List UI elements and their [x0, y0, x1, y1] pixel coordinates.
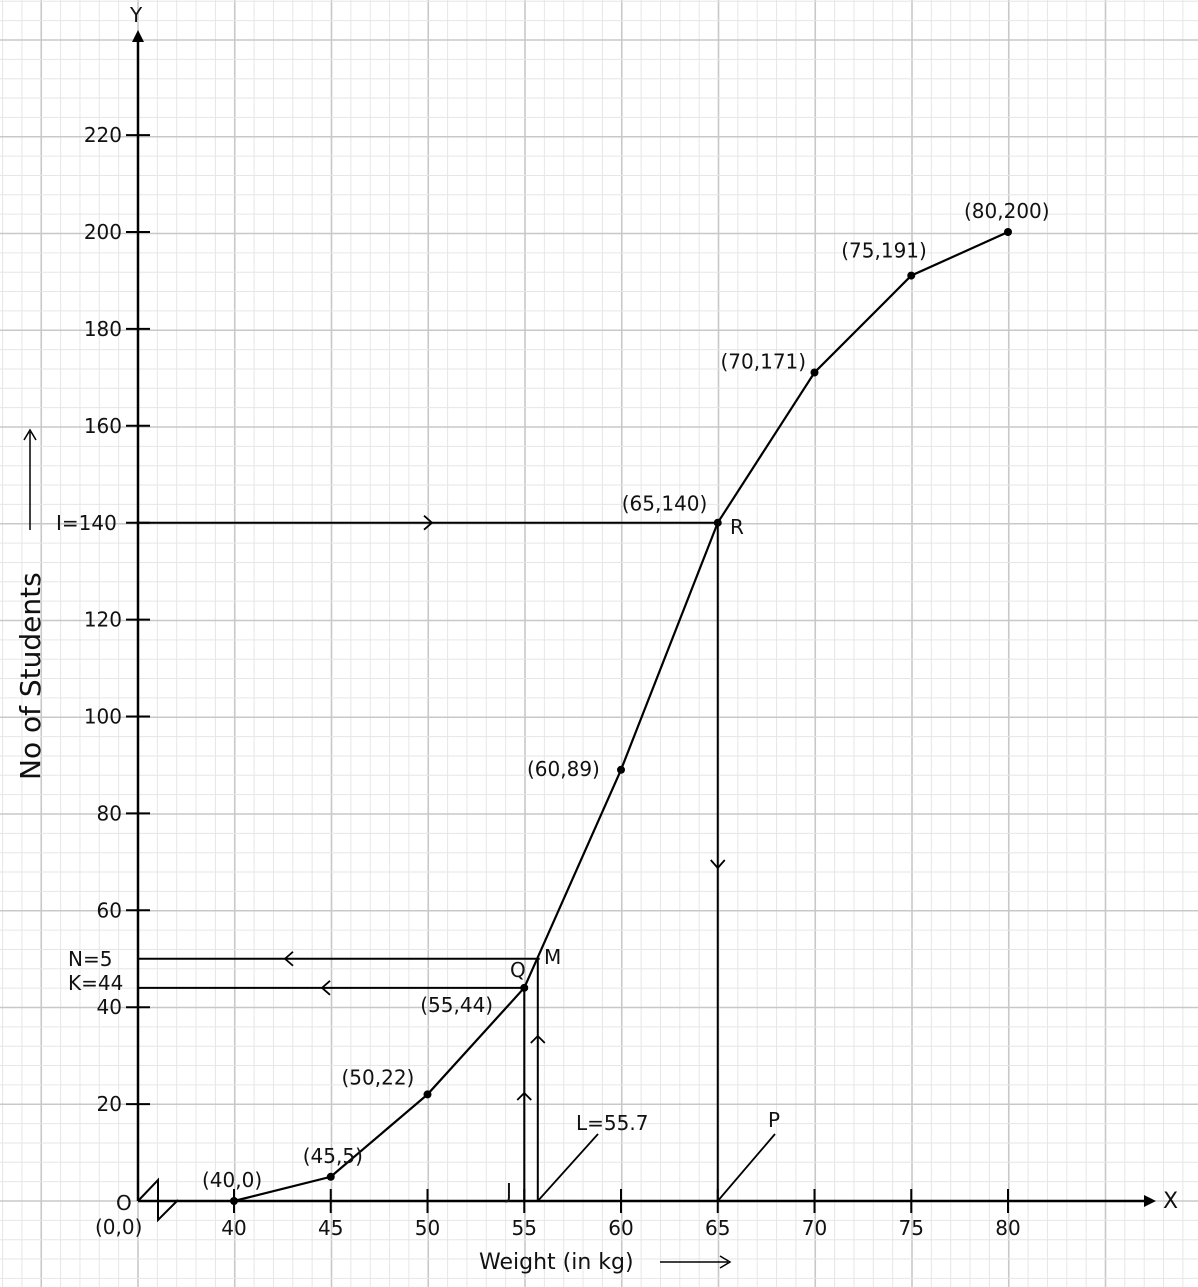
- arrow-down-icon: [710, 859, 726, 870]
- x-tick-label: 75: [899, 1216, 924, 1240]
- n-label: N=5: [68, 947, 112, 971]
- x-tick-label: 80: [995, 1216, 1020, 1240]
- data-label: (40,0): [202, 1168, 262, 1192]
- p-label: P: [768, 1108, 780, 1132]
- x-label-arrow-head-icon: [719, 1255, 732, 1269]
- data-point: [810, 368, 819, 377]
- x-tick-label: 40: [221, 1216, 246, 1240]
- y-label-arrow-head-icon: [23, 428, 37, 441]
- m-label: M: [544, 945, 561, 969]
- series: (40,0) (45,5) (50,22) (55,44) (60,89) (65,140…: [202, 199, 1050, 1205]
- y-tick-label: 220: [84, 123, 122, 147]
- y-axis-arrow-icon: [132, 30, 144, 42]
- data-point: [230, 1197, 238, 1205]
- y-tick-label: 160: [84, 414, 122, 438]
- data-label: (55,44): [420, 993, 493, 1017]
- x-axis-letter: X: [1163, 1189, 1178, 1214]
- l-pointer: [537, 1133, 599, 1202]
- data-label: (45,5): [303, 1144, 363, 1168]
- y-tick-label: 80: [97, 801, 122, 825]
- x-axis-label: Weight (in kg): [479, 1250, 634, 1275]
- guide-lines: [138, 515, 776, 1202]
- x-tick-label: 45: [318, 1216, 343, 1240]
- y-tick-label: 200: [84, 220, 122, 244]
- data-point: [326, 1172, 335, 1181]
- arrow-up-icon: [516, 1091, 532, 1101]
- x-axis-arrow-icon: [1144, 1195, 1156, 1207]
- r-label: R: [730, 515, 744, 539]
- x-tick-label: 50: [415, 1216, 440, 1240]
- data-point: [423, 1090, 432, 1099]
- x-tick-label: 55: [512, 1216, 537, 1240]
- y-tick-label: 60: [97, 898, 122, 922]
- data-label: (80,200): [964, 199, 1050, 223]
- data-point: [520, 983, 529, 992]
- y-tick-label: 180: [84, 317, 122, 341]
- y-axis-letter: Y: [129, 3, 143, 27]
- y-tick-label: 120: [84, 608, 122, 632]
- arrow-up-icon: [530, 1034, 546, 1044]
- p-pointer: [717, 1133, 776, 1202]
- data-point: [1004, 228, 1012, 236]
- j-label: J: [504, 1179, 512, 1203]
- y-tick-label: 100: [84, 705, 122, 729]
- data-point: [907, 271, 916, 280]
- l-label: L=55.7: [576, 1111, 648, 1135]
- arrow-left-icon: [283, 951, 294, 967]
- data-label: (60,89): [527, 757, 600, 781]
- data-point: [617, 765, 625, 774]
- i-label: I=140: [56, 511, 117, 535]
- y-axis-label: No of Students: [14, 572, 47, 780]
- data-label: (65,140): [622, 492, 708, 516]
- origin-coord: (0,0): [95, 1215, 142, 1239]
- origin-label: O: [116, 1191, 132, 1215]
- x-tick-label: 65: [705, 1216, 730, 1240]
- data-label: (50,22): [342, 1065, 415, 1089]
- k-label: K=44: [68, 971, 123, 995]
- ticks: 40 45 50 55 60 65 70 75 80 20 40 60 80 100 120 160 180 20…: [84, 123, 1021, 1240]
- x-tick-label: 60: [608, 1216, 633, 1240]
- x-tick-label: 70: [802, 1216, 827, 1240]
- y-tick-label: 20: [97, 1092, 122, 1116]
- arrow-right-icon: [423, 515, 434, 531]
- arrow-left-icon: [320, 980, 331, 996]
- data-label: (70,171): [721, 350, 807, 374]
- axis-break-icon: [137, 1177, 179, 1223]
- data-label: (75,191): [841, 239, 927, 263]
- y-tick-label: 40: [97, 995, 122, 1019]
- q-label: Q: [510, 958, 526, 982]
- data-point: [713, 518, 722, 527]
